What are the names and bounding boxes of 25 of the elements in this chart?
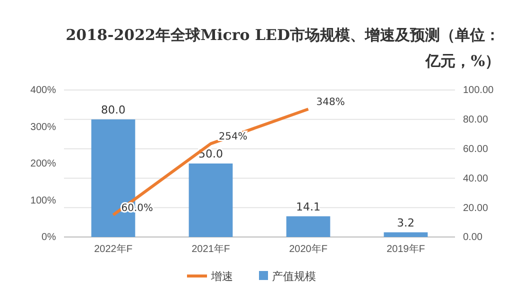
- x-tick-label: 2022年F: [94, 243, 132, 255]
- y-tick-label: 60.00: [463, 144, 488, 155]
- y2-tick-label: 100%: [30, 195, 56, 206]
- bar: [384, 232, 428, 237]
- data-label: 14.1: [296, 200, 321, 214]
- bar: [188, 164, 233, 237]
- y-tick-label: 20.00: [463, 202, 488, 214]
- y2-tick-label: 300%: [30, 122, 56, 133]
- y2-tick-label: 200%: [30, 158, 56, 170]
- data-label: 348%: [316, 97, 345, 108]
- chart-title: 2018-2022年全球Micro LED市场规模、增速及预测（单位：亿元，%）: [66, 26, 500, 70]
- legend-label: 产值规模: [272, 270, 316, 283]
- data-label: 3.2: [397, 216, 415, 230]
- legend-label: 增速: [210, 270, 233, 283]
- y-tick-label: 0.00: [463, 232, 483, 244]
- y-tick-label: 100.00: [463, 85, 494, 96]
- y-tick-label: 40.00: [463, 173, 488, 184]
- y-tick-label: 80.00: [463, 114, 488, 126]
- data-label: 80.0: [100, 103, 126, 116]
- x-tick-label: 2019年F: [386, 243, 425, 255]
- y2-tick-label: 400%: [30, 85, 56, 96]
- y2-tick-label: 0%: [42, 232, 56, 244]
- x-tick-label: 2020年F: [289, 243, 328, 255]
- bar: [286, 216, 330, 237]
- x-tick-label: 2021年F: [192, 243, 230, 255]
